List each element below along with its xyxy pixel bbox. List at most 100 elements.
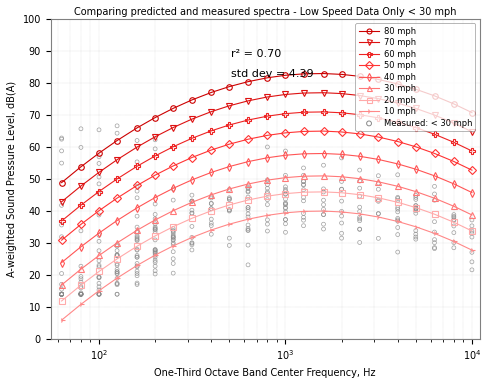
Point [151, 254, 159, 260]
50 mph [188, 155, 194, 160]
50 mph [356, 132, 362, 136]
Point [169, 241, 177, 248]
Point [263, 221, 271, 227]
Point [151, 248, 159, 254]
Point [113, 130, 121, 136]
Point [263, 197, 271, 203]
Point [225, 208, 233, 214]
10 mph [59, 318, 64, 323]
Point [95, 212, 102, 218]
Point [77, 291, 85, 297]
Point [133, 254, 141, 260]
Point [299, 181, 307, 187]
Point [58, 135, 65, 141]
30 mph [78, 267, 84, 271]
80 mph [244, 79, 250, 84]
Point [187, 242, 195, 248]
Point [187, 198, 195, 204]
10 mph [264, 213, 270, 218]
Point [281, 196, 289, 202]
Point [225, 195, 233, 201]
Point [299, 172, 307, 178]
Point [393, 231, 401, 238]
80 mph [114, 138, 120, 143]
20 mph [188, 216, 194, 221]
Point [281, 201, 289, 208]
60 mph [264, 114, 270, 119]
Point [319, 189, 327, 195]
Point [225, 196, 233, 202]
30 mph [96, 253, 102, 258]
Point [355, 239, 363, 246]
60 mph [468, 149, 474, 153]
Point [187, 234, 195, 241]
Point [151, 247, 159, 253]
10 mph [226, 222, 232, 226]
Point [187, 192, 195, 198]
Point [244, 207, 251, 213]
80 mph [188, 98, 194, 102]
Point [169, 270, 177, 276]
10 mph [338, 209, 344, 214]
Point [319, 197, 327, 203]
80 mph [170, 106, 176, 110]
Point [113, 269, 121, 275]
20 mph [356, 192, 362, 197]
Point [207, 206, 215, 212]
Point [430, 236, 438, 243]
Point [133, 159, 141, 165]
Point [187, 247, 195, 253]
70 mph [375, 96, 381, 101]
Point [151, 216, 159, 222]
Point [113, 251, 121, 258]
Point [95, 248, 102, 254]
Point [225, 186, 233, 192]
Point [411, 196, 419, 203]
Point [244, 188, 251, 194]
Point [207, 200, 215, 206]
40 mph [394, 162, 400, 166]
40 mph [375, 157, 381, 162]
Point [449, 229, 457, 236]
Point [281, 200, 289, 206]
Point [151, 226, 159, 232]
Point [449, 217, 457, 223]
X-axis label: One-Third Octave Band Center Frequency, Hz: One-Third Octave Band Center Frequency, … [154, 368, 375, 378]
Point [187, 210, 195, 216]
Point [281, 172, 289, 178]
40 mph [282, 153, 288, 157]
Point [244, 228, 251, 234]
Point [207, 206, 215, 212]
Point [281, 188, 289, 194]
30 mph [188, 200, 194, 204]
Point [133, 137, 141, 144]
Point [95, 238, 102, 244]
60 mph [431, 132, 437, 137]
30 mph [412, 189, 418, 194]
Point [133, 254, 141, 260]
Point [337, 235, 345, 241]
Point [95, 284, 102, 290]
Point [133, 268, 141, 274]
30 mph [264, 178, 270, 182]
60 mph [320, 110, 326, 114]
60 mph [114, 177, 120, 181]
Point [207, 201, 215, 207]
Point [337, 213, 345, 219]
Point [281, 209, 289, 215]
Point [151, 137, 159, 143]
Line: 10 mph: 10 mph [59, 208, 474, 323]
Point [467, 223, 475, 229]
Point [77, 263, 85, 269]
Point [225, 242, 233, 248]
Point [187, 198, 195, 204]
80 mph [282, 73, 288, 78]
Point [95, 174, 102, 180]
20 mph [431, 212, 437, 216]
Point [133, 229, 141, 235]
Point [95, 275, 102, 281]
40 mph [152, 195, 158, 200]
70 mph [320, 90, 326, 95]
Point [151, 257, 159, 263]
20 mph [338, 191, 344, 195]
